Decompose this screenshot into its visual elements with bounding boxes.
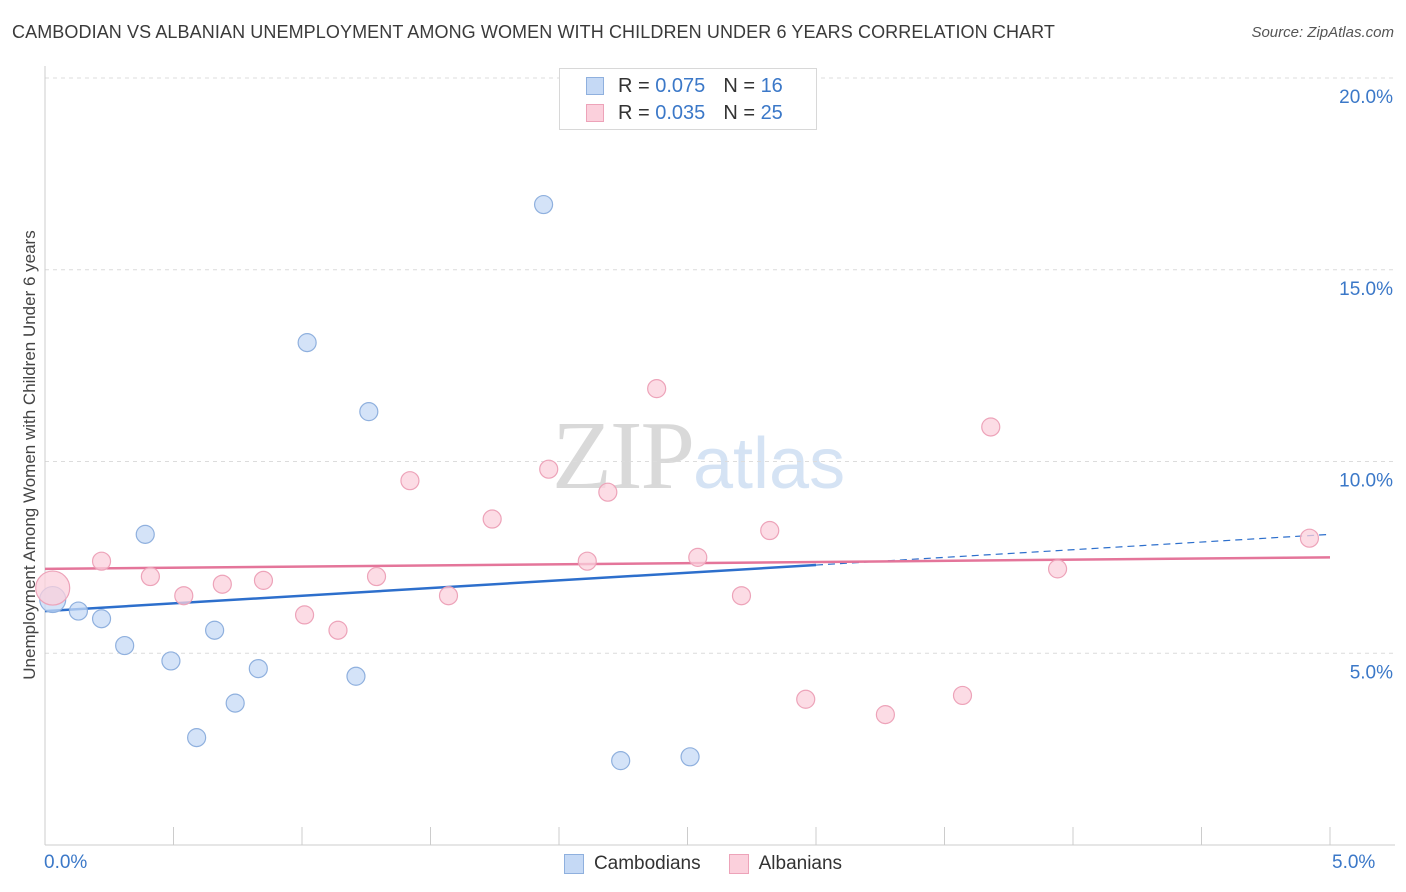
legend-label-albanians: Albanians: [758, 853, 843, 874]
trend-line-cambodians: [44, 563, 817, 613]
trend-line-albanians: [44, 556, 1331, 571]
trend-line-extension: [815, 533, 1331, 566]
data-point-albanians: [400, 471, 420, 491]
legend-r-value: 0.075: [655, 74, 706, 97]
series-legend: Cambodians Albanians: [0, 850, 1406, 878]
legend-n-value: 16: [760, 74, 783, 97]
data-point-albanians: [140, 566, 160, 587]
data-point-albanians: [174, 586, 194, 606]
y-tick-label: 10.0%: [1339, 471, 1393, 492]
data-point-cambodians: [346, 666, 366, 686]
legend-n-label: N =: [723, 74, 755, 97]
data-point-albanians: [731, 586, 752, 606]
data-point-cambodians: [611, 751, 631, 771]
legend-item-albanians[interactable]: Albanians: [728, 853, 843, 875]
data-point-albanians: [328, 620, 348, 640]
data-point-albanians: [438, 586, 459, 606]
chart-title: CAMBODIAN VS ALBANIAN UNEMPLOYMENT AMONG…: [12, 22, 1056, 42]
data-point-albanians: [760, 520, 780, 541]
data-point-cambodians: [680, 747, 700, 767]
data-point-cambodians: [533, 194, 554, 215]
legend-r-label: R =: [618, 101, 650, 124]
watermark-zip: ZIP: [552, 402, 695, 510]
data-point-cambodians: [225, 693, 245, 713]
legend-n-label: N =: [723, 101, 755, 124]
chart-source: Source: ZipAtlas.com: [1251, 24, 1394, 41]
data-point-albanians: [577, 551, 597, 571]
data-point-albanians: [1299, 528, 1320, 548]
data-point-albanians: [366, 566, 387, 587]
data-point-albanians: [212, 574, 232, 594]
data-point-albanians: [294, 605, 315, 625]
data-point-cambodians: [68, 601, 89, 621]
data-point-albanians: [482, 509, 502, 529]
data-point-albanians: [1047, 559, 1068, 579]
data-point-albanians: [539, 459, 559, 479]
legend-swatch-albanians: [586, 104, 604, 122]
data-point-cambodians: [297, 333, 317, 353]
data-point-cambodians: [161, 651, 181, 671]
y-tick-label: 15.0%: [1339, 279, 1393, 300]
legend-row-cambodians: R = 0.075 N = 16: [586, 74, 783, 98]
data-point-albanians: [952, 685, 973, 706]
data-point-cambodians: [135, 524, 155, 544]
x-tick-label-min: 0.0%: [44, 852, 88, 873]
data-point-cambodians: [205, 620, 225, 640]
data-point-albanians: [796, 689, 816, 709]
legend-row-albanians: R = 0.035 N = 25: [586, 101, 783, 125]
legend-swatch-albanians: [728, 854, 749, 874]
legend-r-value: 0.035: [655, 101, 706, 124]
correlation-legend: R = 0.075 N = 16 R = 0.035 N = 25: [559, 68, 817, 130]
legend-item-cambodians[interactable]: Cambodians: [563, 853, 701, 875]
watermark-atlas: atlas: [693, 424, 846, 504]
watermark: ZIPatlas: [552, 400, 845, 512]
data-point-albanians: [35, 570, 71, 606]
data-point-cambodians: [115, 635, 135, 656]
data-point-albanians: [91, 551, 112, 571]
legend-r-label: R =: [618, 74, 650, 97]
data-point-albanians: [647, 379, 667, 399]
x-tick-label-max: 5.0%: [1332, 852, 1376, 873]
legend-swatch-cambodians: [586, 77, 604, 95]
legend-swatch-cambodians: [563, 854, 584, 874]
data-point-cambodians: [91, 609, 112, 629]
data-point-cambodians: [248, 658, 268, 679]
data-point-albanians: [875, 705, 895, 725]
y-tick-label: 20.0%: [1339, 87, 1393, 108]
data-point-cambodians: [359, 402, 379, 422]
legend-n-value: 25: [760, 101, 783, 124]
data-point-albanians: [688, 547, 708, 567]
y-tick-label: 5.0%: [1350, 662, 1393, 683]
data-point-albanians: [981, 417, 1001, 437]
data-point-albanians: [598, 482, 618, 502]
data-point-cambodians: [187, 728, 207, 748]
data-point-albanians: [253, 570, 274, 590]
legend-label-cambodians: Cambodians: [593, 853, 701, 874]
